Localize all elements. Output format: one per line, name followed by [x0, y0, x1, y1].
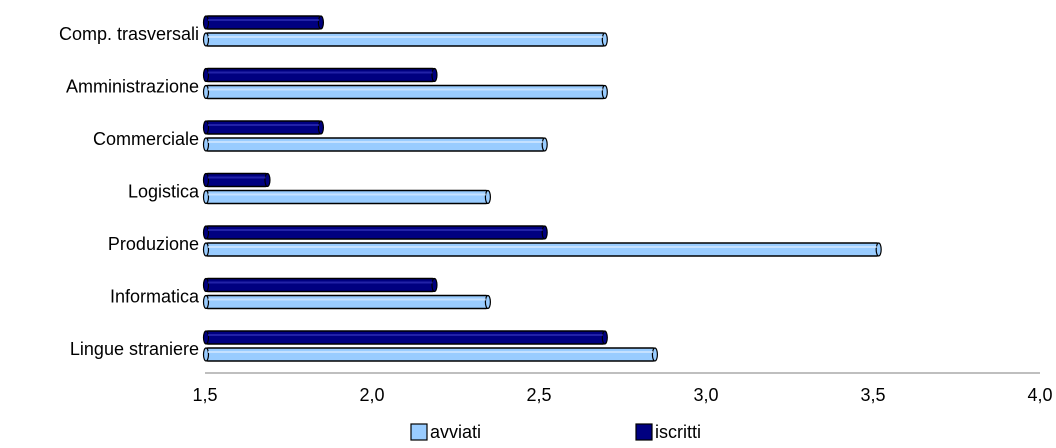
bar-iscritti-2 — [202, 120, 324, 135]
bar-iscritti-3 — [202, 172, 271, 188]
x-tick-label: 2,5 — [526, 385, 551, 405]
bars-layer — [202, 15, 882, 362]
bar-iscritti-4 — [202, 225, 548, 240]
bar-avviati-1 — [202, 84, 608, 100]
legend-swatch — [410, 423, 428, 441]
legend: avviati iscritti — [410, 422, 701, 442]
legend-label: iscritti — [655, 422, 701, 442]
legend-item-avviati: avviati — [410, 422, 481, 442]
legend-label: avviati — [430, 422, 481, 442]
x-tick-label: 3,5 — [860, 385, 885, 405]
legend-item-iscritti: iscritti — [635, 422, 701, 442]
bar-iscritti-6 — [202, 330, 608, 345]
x-tick-label: 1,5 — [192, 385, 217, 405]
bar-avviati-2 — [202, 137, 548, 152]
category-label: Lingue straniere — [70, 339, 199, 359]
bar-iscritti-0 — [202, 15, 324, 30]
bar-avviati-4 — [202, 242, 882, 257]
category-label: Amministrazione — [66, 76, 199, 96]
category-label: Logistica — [128, 181, 200, 201]
category-label: Comp. trasversali — [59, 24, 199, 44]
bar-avviati-5 — [202, 294, 491, 310]
bar-iscritti-5 — [202, 277, 438, 293]
bar-avviati-3 — [202, 189, 491, 205]
x-tick-labels: 1,5 2,0 2,5 3,0 3,5 4,0 — [192, 385, 1052, 405]
category-label: Produzione — [108, 234, 199, 254]
bar-iscritti-1 — [202, 67, 438, 83]
legend-swatch — [635, 423, 653, 441]
bar-avviati-0 — [202, 32, 608, 47]
category-label: Informatica — [110, 286, 200, 306]
category-label: Commerciale — [93, 129, 199, 149]
x-tick-label: 4,0 — [1027, 385, 1052, 405]
bar-avviati-6 — [202, 347, 659, 362]
x-tick-label: 3,0 — [693, 385, 718, 405]
x-tick-label: 2,0 — [359, 385, 384, 405]
category-labels: Comp. trasversali Amministrazione Commerci… — [59, 24, 200, 359]
